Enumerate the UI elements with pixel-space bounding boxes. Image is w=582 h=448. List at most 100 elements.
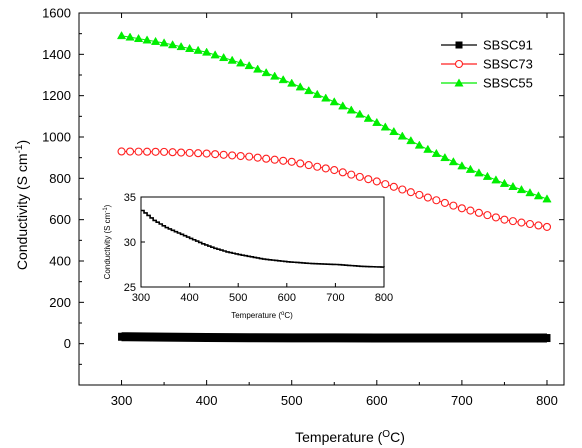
series-SBSC55 bbox=[116, 31, 552, 203]
data-point bbox=[313, 162, 322, 171]
data-point bbox=[415, 190, 424, 199]
data-point bbox=[534, 221, 543, 230]
data-point bbox=[177, 148, 186, 157]
data-point bbox=[236, 151, 245, 161]
y-tick-label: 400 bbox=[49, 254, 71, 269]
data-point bbox=[176, 41, 186, 51]
data-point bbox=[245, 333, 253, 342]
data-point bbox=[151, 147, 160, 156]
data-point bbox=[440, 152, 450, 162]
inset-x-tick-label: 800 bbox=[375, 292, 393, 304]
inset-y-tick-label: 25 bbox=[124, 282, 136, 294]
data-point bbox=[125, 32, 135, 41]
legend-item-SBSC55: SBSC55 bbox=[441, 76, 533, 91]
inset-x-axis-title: Temperature (oC) bbox=[231, 311, 293, 320]
data-point bbox=[543, 334, 551, 343]
data-point bbox=[126, 332, 134, 341]
data-point bbox=[347, 170, 356, 179]
data-point bbox=[244, 60, 254, 70]
data-point bbox=[211, 150, 220, 159]
data-point bbox=[423, 193, 432, 202]
data-point bbox=[194, 149, 203, 158]
data-point bbox=[322, 333, 330, 342]
data-point bbox=[329, 97, 339, 106]
data-point bbox=[330, 333, 338, 342]
data-point bbox=[245, 152, 254, 161]
inset-series-line bbox=[141, 209, 385, 268]
data-point bbox=[432, 196, 441, 205]
data-point bbox=[116, 31, 127, 40]
data-point bbox=[509, 334, 517, 343]
data-point bbox=[177, 333, 185, 342]
data-point bbox=[491, 213, 500, 222]
data-point bbox=[466, 333, 474, 342]
x-tick-label: 600 bbox=[366, 393, 388, 408]
data-point bbox=[133, 33, 144, 43]
data-point bbox=[261, 68, 271, 77]
data-point bbox=[118, 332, 126, 341]
data-point bbox=[296, 333, 304, 342]
data-point bbox=[253, 153, 262, 162]
data-point bbox=[516, 184, 527, 194]
data-point bbox=[397, 131, 407, 140]
legend-item-SBSC91: SBSC91 bbox=[441, 38, 533, 53]
data-point bbox=[431, 148, 441, 157]
legend: SBSC91 SBSC73 SBSC55 bbox=[441, 38, 533, 91]
data-point bbox=[380, 122, 390, 131]
data-point bbox=[143, 332, 151, 341]
data-point bbox=[184, 43, 195, 52]
legend-label: SBSC73 bbox=[483, 57, 533, 72]
data-point bbox=[483, 211, 492, 220]
legend-item-SBSC73: SBSC73 bbox=[441, 57, 533, 72]
legend-marker bbox=[454, 78, 464, 87]
data-point bbox=[458, 333, 466, 342]
data-point bbox=[150, 36, 161, 45]
data-point bbox=[449, 333, 457, 342]
data-point bbox=[167, 40, 178, 49]
data-point bbox=[372, 177, 381, 186]
data-point bbox=[279, 333, 287, 342]
data-point bbox=[500, 334, 508, 343]
data-point bbox=[517, 218, 526, 227]
data-point bbox=[381, 180, 390, 189]
data-point bbox=[389, 182, 398, 191]
data-point bbox=[406, 136, 416, 145]
data-point bbox=[398, 333, 406, 342]
data-point bbox=[253, 64, 263, 73]
data-point bbox=[168, 148, 177, 157]
data-point bbox=[534, 334, 542, 343]
data-point bbox=[499, 178, 510, 187]
data-point bbox=[186, 333, 194, 342]
data-point bbox=[339, 333, 347, 342]
data-point bbox=[372, 117, 382, 126]
data-point bbox=[228, 151, 237, 160]
inset-y-axis-title: Conductivity (S cm-1) bbox=[103, 204, 112, 279]
data-point bbox=[363, 113, 373, 122]
y-tick-label: 1200 bbox=[42, 88, 71, 103]
data-point bbox=[542, 222, 552, 231]
data-point bbox=[287, 78, 297, 87]
data-point bbox=[169, 333, 177, 342]
data-point bbox=[525, 188, 535, 197]
inset-y-tick-label: 35 bbox=[124, 192, 136, 204]
data-point bbox=[202, 149, 211, 158]
data-point bbox=[160, 333, 168, 342]
data-point bbox=[312, 89, 322, 98]
x-tick-label: 300 bbox=[111, 393, 133, 408]
data-point bbox=[424, 333, 432, 342]
series-SBSC91 bbox=[118, 332, 551, 343]
data-point bbox=[491, 175, 501, 184]
y-tick-label: 1400 bbox=[42, 47, 71, 62]
data-point bbox=[287, 157, 296, 166]
data-point bbox=[338, 101, 348, 110]
data-point bbox=[508, 181, 518, 190]
data-point bbox=[449, 201, 458, 210]
data-point bbox=[364, 333, 372, 342]
data-point bbox=[236, 58, 246, 67]
data-point bbox=[500, 215, 509, 224]
data-point bbox=[228, 333, 236, 342]
data-point bbox=[202, 47, 212, 56]
series-SBSC73 bbox=[117, 147, 552, 231]
y-axis-title: Conductivity (S cm-1) bbox=[14, 140, 30, 270]
